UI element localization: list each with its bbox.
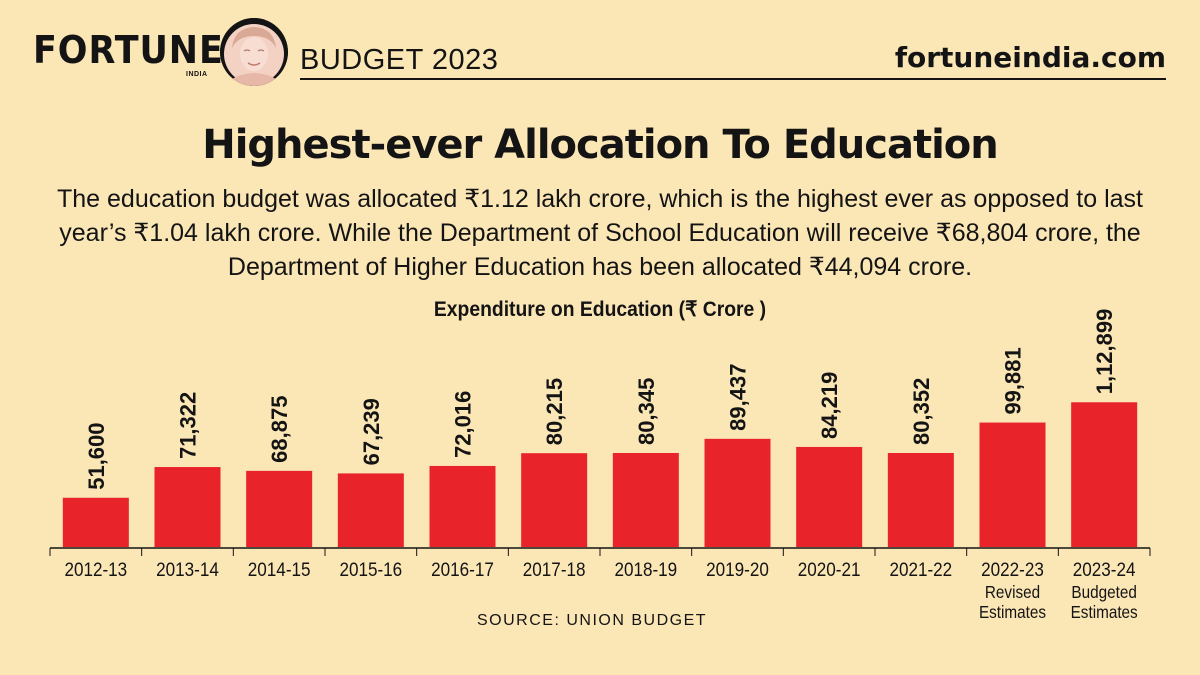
brand-logo: FORTUNE <box>33 28 224 72</box>
x-tick-label: 2023-24 <box>1073 559 1136 580</box>
x-tick-label: 2017-18 <box>523 559 586 580</box>
data-label: 80,215 <box>542 378 567 445</box>
x-tick-label: 2019-20 <box>706 559 769 580</box>
bar <box>796 446 863 547</box>
data-label: 99,881 <box>1001 347 1026 414</box>
brand-logo-sub: INDIA <box>186 71 208 78</box>
x-tick-note: Estimates <box>979 602 1046 622</box>
page-subtitle: The education budget was allocated ₹1.12… <box>56 185 1143 281</box>
data-label: 80,352 <box>909 378 934 445</box>
x-tick-note: Budgeted <box>1071 582 1136 602</box>
data-label: 67,239 <box>359 398 384 465</box>
data-label: 68,875 <box>267 396 292 463</box>
header: FORTUNE INDIA BUDGET 2023 fortuneindia.c… <box>0 0 1200 100</box>
data-label: 1,12,899 <box>1092 309 1117 395</box>
x-tick-label: 2012-13 <box>64 559 127 580</box>
bar <box>612 452 679 547</box>
x-tick-label: 2021-22 <box>889 559 952 580</box>
bar <box>337 473 404 547</box>
portrait-icon <box>220 18 288 86</box>
x-tick-label: 2013-14 <box>156 559 219 580</box>
x-tick-note: Revised <box>985 582 1040 602</box>
x-tick-label: 2015-16 <box>339 559 402 580</box>
data-label: 89,437 <box>726 364 751 431</box>
data-label: 51,600 <box>84 422 109 489</box>
data-label: 84,219 <box>817 372 842 439</box>
bar <box>1071 402 1138 547</box>
x-tick-label: 2022-23 <box>981 559 1044 580</box>
bar <box>62 497 129 547</box>
page-title: Highest-ever Allocation To Education <box>202 122 999 168</box>
bar <box>887 452 954 547</box>
data-label: 80,345 <box>634 378 659 445</box>
bar <box>246 470 313 547</box>
x-tick-note: Estimates <box>1071 602 1138 622</box>
chart-title: Expenditure on Education (₹ Crore ) <box>433 298 767 321</box>
bar <box>154 467 221 547</box>
bar <box>704 438 771 547</box>
data-label: 71,322 <box>176 392 201 459</box>
bar <box>429 465 496 547</box>
bar <box>979 422 1046 547</box>
header-divider <box>300 78 1166 80</box>
data-label: 72,016 <box>451 391 476 458</box>
x-tick-label: 2014-15 <box>248 559 311 580</box>
budget-label: BUDGET 2023 <box>300 44 499 76</box>
x-tick-label: 2018-19 <box>614 559 677 580</box>
bar-chart: 51,600 2012-13 71,322 2013-14 68,875 2014-15 6… <box>49 309 1151 622</box>
source-note: SOURCE: UNION BUDGET <box>477 612 708 629</box>
bar <box>521 453 588 547</box>
site-link[interactable]: fortuneindia.com <box>894 41 1166 74</box>
x-tick-label: 2016-17 <box>431 559 494 580</box>
x-tick-label: 2020-21 <box>798 559 861 580</box>
